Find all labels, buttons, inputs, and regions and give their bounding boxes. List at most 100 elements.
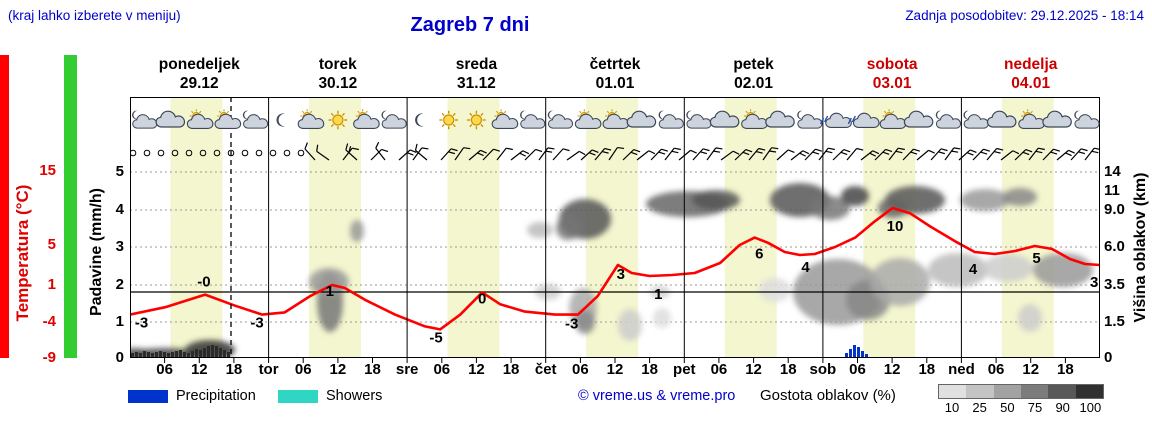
cloud-density-scale-value: 50 <box>1000 400 1015 415</box>
wind-barb-icon <box>860 150 880 161</box>
precipitation-bar <box>207 346 210 358</box>
wind-barb-icon <box>846 147 864 161</box>
credit-link[interactable]: © vreme.us & vreme.pro <box>578 388 736 404</box>
wind-calm-icon <box>297 149 305 157</box>
precipitation-bar <box>151 353 154 358</box>
x-axis-label: 18 <box>1057 361 1074 378</box>
wind-barb-icon <box>414 143 428 161</box>
wind-barb-icon <box>594 147 612 161</box>
x-axis-label: 06 <box>987 361 1005 378</box>
precipitation-bar <box>143 351 146 358</box>
wind-barb-icon <box>1000 150 1020 161</box>
x-axis-label: 18 <box>779 361 797 378</box>
precipitation-bar <box>857 347 860 358</box>
precipitation-bar <box>219 348 222 358</box>
weather-moon-icon <box>415 113 424 127</box>
wind-barb-icon <box>692 148 710 161</box>
weather-suncloud-icon <box>353 109 380 129</box>
axis-tick-label: 3 <box>115 238 124 255</box>
temperature-value-label: 3 <box>1090 274 1098 291</box>
precipitation-bar <box>175 351 178 358</box>
wind-barb-icon <box>608 146 625 161</box>
wind-barb-icon <box>1084 147 1100 161</box>
temperature-value-label: -3 <box>135 315 148 332</box>
wind-barb-icon <box>874 148 893 161</box>
wind-barb-icon <box>552 148 570 161</box>
weather-cloud-icon <box>903 110 934 128</box>
precipitation-bar <box>191 351 194 358</box>
weather-cloud-icon <box>155 110 186 128</box>
weather-suncloud-icon <box>602 109 630 129</box>
last-update: Zadnja posodobitev: 29.12.2025 - 18:14 <box>905 8 1144 23</box>
axis-tick-label: 1 <box>115 313 124 330</box>
temperature-value-label: 0 <box>478 290 486 307</box>
axis-tick-label: 1.5 <box>1104 313 1125 330</box>
wind-barb-icon <box>1056 149 1075 161</box>
precipitation-bar <box>845 353 848 358</box>
wind-barb-icon <box>538 147 555 161</box>
wind-calm-icon <box>269 149 277 157</box>
wind-barb-icon <box>1014 149 1033 161</box>
weather-mooncloud-icon <box>1074 110 1100 129</box>
axis-tick-label: -9 <box>42 349 56 366</box>
x-axis-label: 12 <box>1022 361 1040 378</box>
precipitation-bar <box>861 351 864 358</box>
axis-tick-label: 14 <box>1104 163 1121 180</box>
axis-tick-label: 1 <box>47 276 56 293</box>
weather-sun-icon <box>328 110 348 130</box>
wind-calm-icon <box>171 149 179 157</box>
day-name: četrtek <box>589 56 641 73</box>
wind-barb-icon <box>748 147 766 161</box>
precipitation-bar <box>139 353 142 358</box>
x-axis-label: 18 <box>641 361 658 378</box>
weather-cloud-icon <box>709 110 740 128</box>
weather-mooncloud-icon <box>520 110 546 129</box>
precipitation-bar <box>211 345 214 358</box>
weather-mooncloud-icon <box>547 110 574 129</box>
x-axis-label: sre <box>395 361 419 378</box>
temperature-value-label: -5 <box>429 329 442 346</box>
daytime-band <box>170 97 223 358</box>
axis-tick-label: 11 <box>1104 182 1120 199</box>
x-axis-label: 06 <box>710 361 728 378</box>
meteogram-chart: -3 -0 -3 1 -5 0 -3 3 1 6 4 10 4 5 3 <box>130 97 1100 363</box>
wind-calm-icon <box>185 149 193 157</box>
wind-barb-icon <box>440 148 458 161</box>
x-axis-label: 06 <box>849 361 866 378</box>
day-header-3: sreda 31.12 <box>407 55 546 93</box>
wind-barb-icon <box>375 141 386 161</box>
wind-barb-icon <box>734 149 753 161</box>
x-axis-label: ned <box>948 361 975 378</box>
axis-tick-label: 6.0 <box>1104 238 1125 255</box>
wind-calm-icon <box>283 149 291 157</box>
day-header-2: torek 30.12 <box>269 55 408 93</box>
axis-tick-label: 2 <box>115 276 124 293</box>
temperature-value-label: 3 <box>617 266 625 283</box>
weather-mooncloud-icon <box>935 110 962 129</box>
precipitation-bar <box>203 348 206 358</box>
x-axis-label: 06 <box>156 361 173 378</box>
wind-barb-icon <box>986 147 1004 161</box>
day-name: nedelja <box>1003 56 1058 73</box>
day-header-5: petek 02.01 <box>684 55 823 93</box>
axis-tick-label: 5 <box>115 163 124 180</box>
x-axis-label: 06 <box>572 361 589 378</box>
daytime-band <box>447 97 500 358</box>
weather-mooncloud-icon <box>963 110 989 129</box>
precipitation-bar <box>183 352 186 358</box>
wind-barb-icon <box>524 148 543 161</box>
page-title: Zagreb 7 dni <box>410 14 530 36</box>
day-date: 04.01 <box>1011 75 1051 92</box>
cloud-density-scale-segment <box>939 385 967 398</box>
wind-barb-icon <box>706 147 723 161</box>
precipitation-bar <box>131 353 134 358</box>
axis-tick-label: -4 <box>42 313 56 330</box>
x-axis-label: 18 <box>364 361 381 378</box>
x-axis-label: čet <box>534 361 557 378</box>
wind-barb-icon <box>776 149 795 161</box>
wind-barb-icon <box>636 150 656 161</box>
wind-barb-icon <box>412 147 429 161</box>
wind-barb-icon <box>888 147 905 161</box>
wind-barb-icon <box>370 148 389 161</box>
temperature-value-label: 1 <box>654 286 662 303</box>
